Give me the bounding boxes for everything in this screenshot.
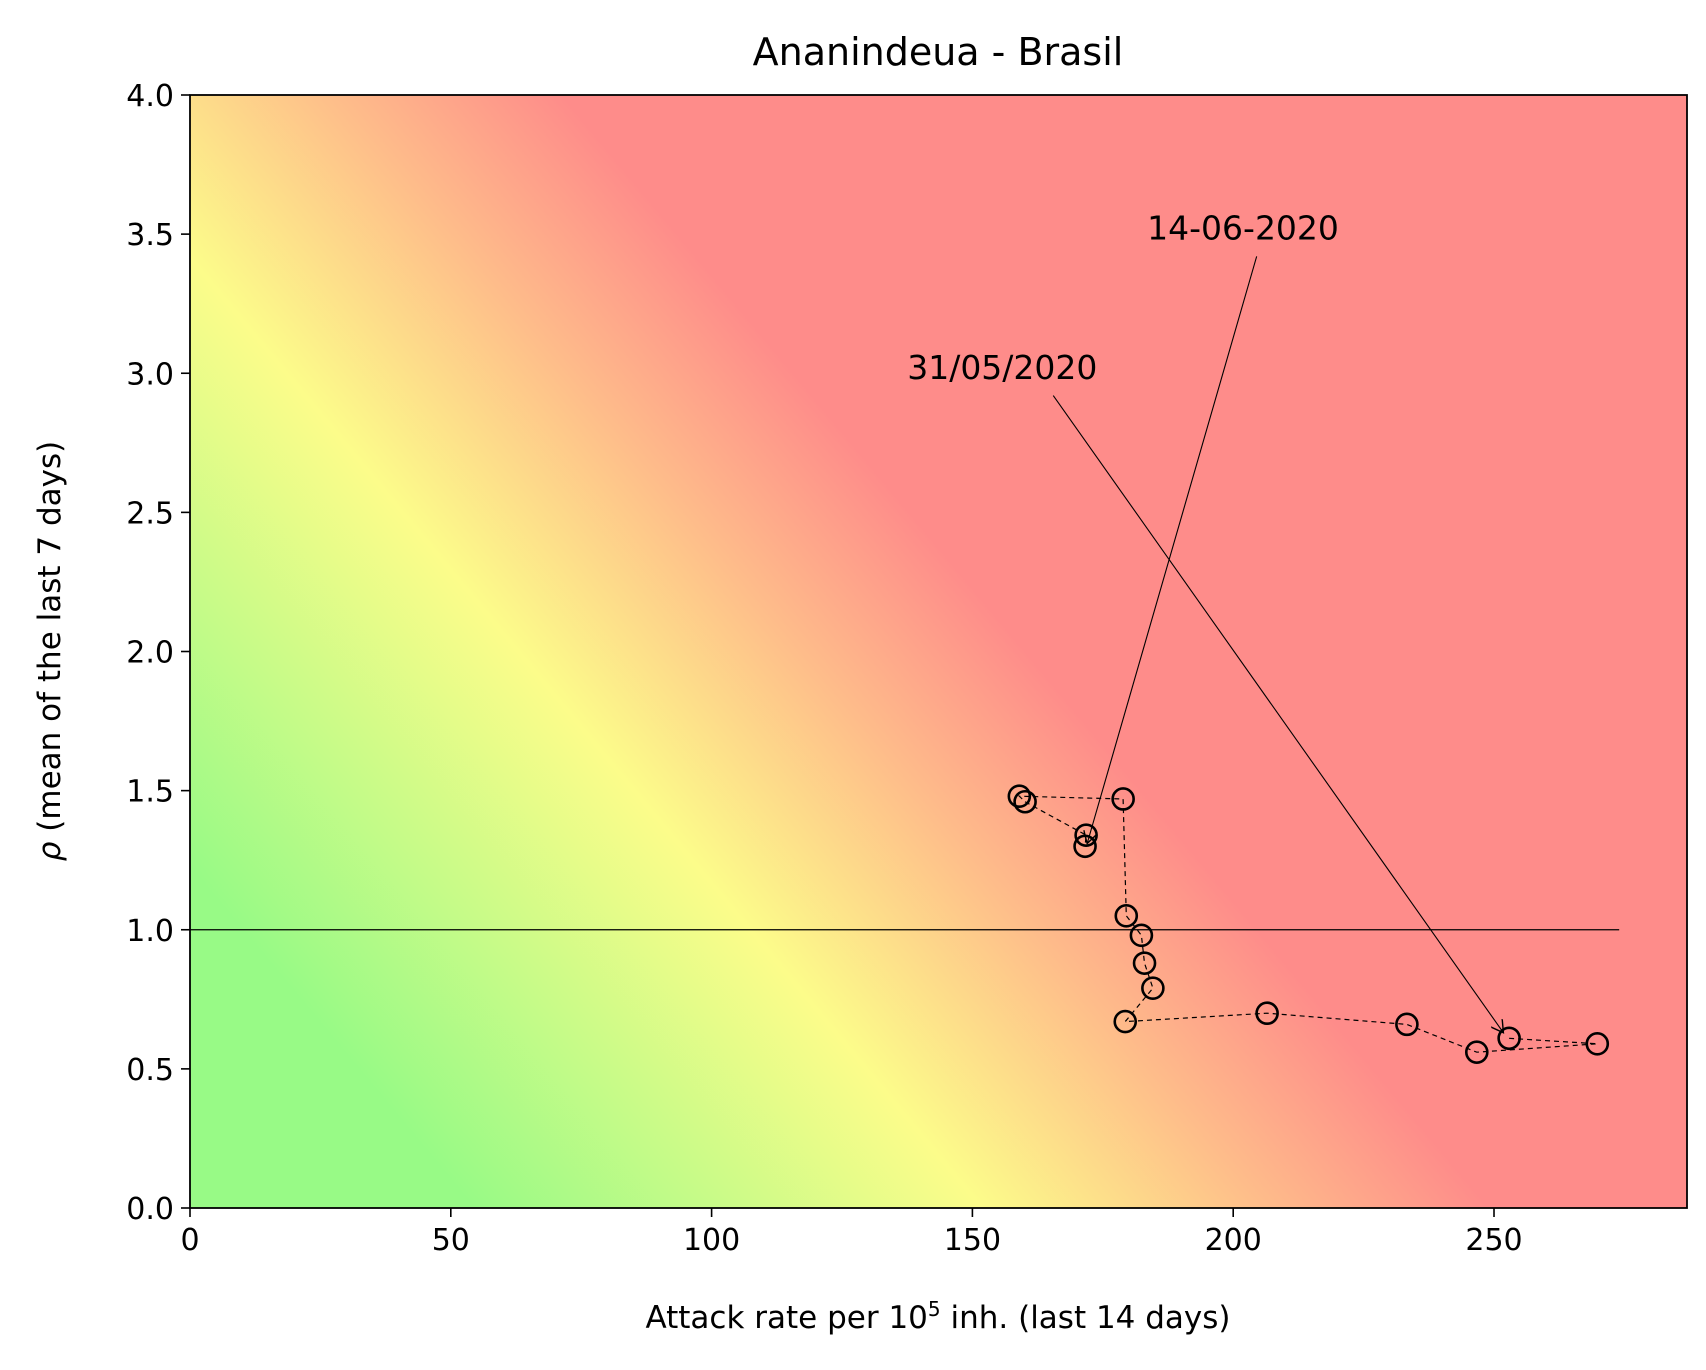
x-tick-label-1: 50: [432, 1223, 470, 1258]
y-tick-label-8: 4.0: [126, 79, 174, 114]
y-tick-label-3: 1.5: [126, 775, 174, 810]
data-point-2: [1464, 1040, 1489, 1064]
data-point-1: [1585, 1032, 1610, 1056]
annotation-arrow-0: [1052, 395, 1503, 1033]
y-axis-label: ρ (mean of the last 7 days): [32, 441, 68, 861]
data-point-12: [1013, 789, 1037, 814]
y-tick-label-0: 0.0: [126, 1192, 174, 1227]
data-points: [1007, 784, 1610, 1064]
x-axis-label: Attack rate per 105 inh. (last 14 days): [645, 1297, 1230, 1336]
data-point-0: [1497, 1026, 1521, 1051]
x-tick-label-4: 200: [1205, 1223, 1262, 1258]
x-tick-label-5: 250: [1465, 1223, 1522, 1258]
annotation-labels: 31/05/2020 14-06-2020: [907, 209, 1339, 387]
data-point-11: [1007, 784, 1032, 808]
data-point-7: [1132, 951, 1157, 975]
data-point-4: [1255, 1001, 1279, 1026]
annotation-arrows: [1052, 256, 1503, 1033]
data-point-3: [1395, 1012, 1419, 1037]
x-tick-label-0: 0: [180, 1223, 199, 1258]
plot-content: [190, 256, 1620, 1064]
data-point-10: [1111, 787, 1135, 811]
y-tick-label-5: 2.5: [126, 496, 174, 531]
data-point-8: [1129, 923, 1154, 948]
y-tick-label-4: 2.0: [126, 636, 174, 671]
plot-background: [190, 95, 1687, 1208]
data-point-6: [1141, 976, 1165, 1000]
y-tick-label-7: 3.5: [126, 218, 174, 253]
x-axis-ticks: 0 50 100 150 200 250: [180, 1208, 1523, 1258]
x-tick-label-3: 150: [944, 1223, 1001, 1258]
y-tick-label-2: 1.0: [126, 914, 174, 949]
y-tick-label-6: 3.0: [126, 357, 174, 392]
x-tick-label-2: 100: [683, 1223, 740, 1258]
y-tick-label-1: 0.5: [126, 1053, 174, 1088]
y-axis-ticks: 0.0 0.5 1.0 1.5 2.0 2.5 3.0 3.5 4.0: [126, 79, 190, 1227]
annotation-label-1: 14-06-2020: [1147, 209, 1339, 248]
series-dashed-line: [1017, 795, 1598, 1053]
data-point-9: [1114, 904, 1139, 928]
annotation-label-0: 31/05/2020: [907, 348, 1097, 387]
data-point-5: [1113, 1009, 1138, 1034]
chart-title: Ananindeua - Brasil: [753, 30, 1124, 74]
annotation-arrow-1: [1087, 256, 1258, 843]
